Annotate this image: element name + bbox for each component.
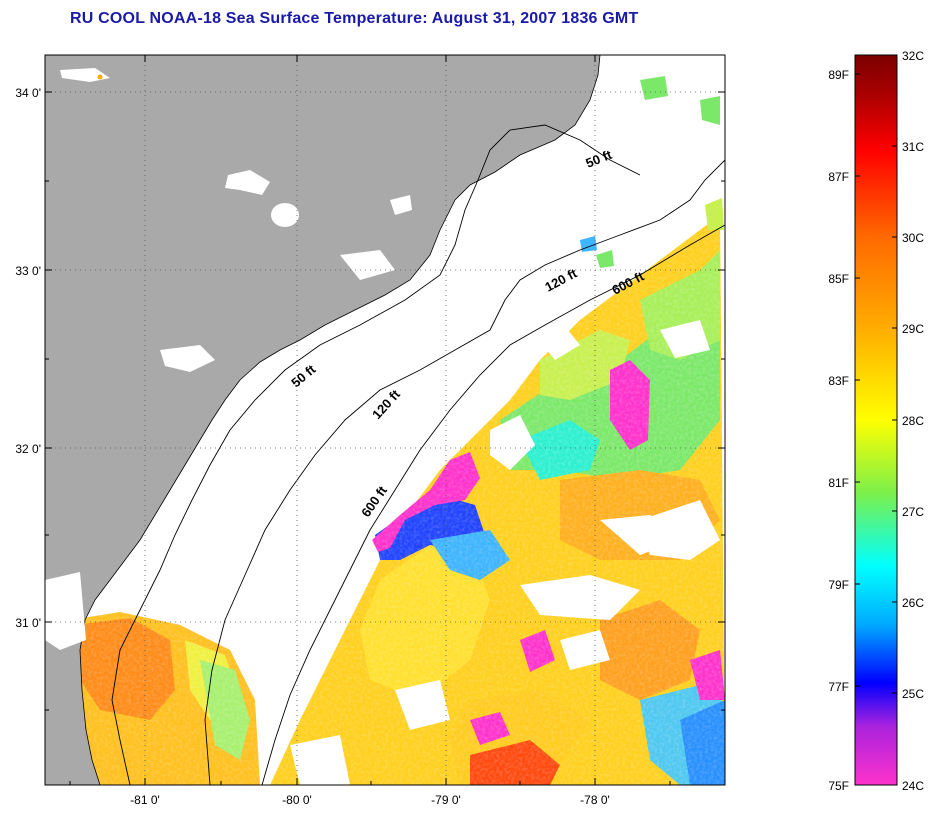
colorbar-label-87f: 87F [828,170,849,184]
colorbar-label-32c: 32C [902,49,924,63]
colorbar-label-29c: 29C [902,322,924,336]
lon-label-79: -79 0' [431,793,461,807]
colorbar-fahrenheit-labels: 89F 87F 85F 83F 81F 79F 77F 75F [828,68,849,793]
lat-label-32: 32 0' [15,442,41,456]
isobath-120ft [204,159,725,785]
map-area: 50 ft 120 ft 600 ft 50 ft 120 ft 600 ft [45,55,725,785]
latitude-labels: 34 0' 33 0' 32 0' 31 0' [15,86,41,630]
lon-label-81: -81 0' [130,793,160,807]
map-title: RU COOL NOAA-18 Sea Surface Temperature:… [70,10,639,27]
lon-label-78: -78 0' [580,793,610,807]
axis-ticks [45,55,725,785]
colorbar: 32C 31C 30C 29C 28C 27C 26C 25C 24C 89F … [828,49,924,793]
colorbar-label-28c: 28C [902,414,924,428]
colorbar-label-77f: 77F [828,680,849,694]
colorbar-label-27c: 27C [902,505,924,519]
colorbar-label-81f: 81F [828,476,849,490]
colorbar-label-75f: 75F [828,779,849,793]
isobath-50ft [111,124,641,785]
colorbar-label-26c: 26C [902,596,924,610]
colorbar-label-25c: 25C [902,687,924,701]
isobath-lines [111,124,725,785]
colorbar-label-24c: 24C [902,779,924,793]
lon-label-80: -80 0' [282,793,312,807]
longitude-labels: -81 0' -80 0' -79 0' -78 0' [130,793,610,807]
colorbar-ticks [855,54,897,786]
colorbar-label-79f: 79F [828,578,849,592]
map-frame [44,54,726,786]
colorbar-gradient [854,54,898,786]
colorbar-label-83f: 83F [828,374,849,388]
land-cloud-gaps [45,68,412,650]
lat-label-33: 33 0' [15,264,41,278]
colorbar-label-89f: 89F [828,68,849,82]
colorbar-label-30c: 30C [902,231,924,245]
isobath-600ft [261,224,725,785]
lat-label-34: 34 0' [15,86,41,100]
colorbar-label-31c: 31C [902,140,924,154]
graticule [45,55,725,785]
land-mass [45,55,601,785]
colorbar-label-85f: 85F [828,272,849,286]
colorbar-celsius-labels: 32C 31C 30C 29C 28C 27C 26C 25C 24C [902,49,924,793]
lat-label-31: 31 0' [15,616,41,630]
